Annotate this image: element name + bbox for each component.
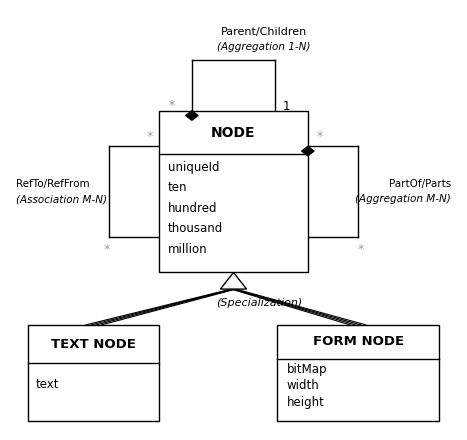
Bar <box>28 325 159 421</box>
Text: *: * <box>104 242 110 256</box>
Text: thousand: thousand <box>168 222 223 235</box>
Text: text: text <box>36 378 59 391</box>
Text: NODE: NODE <box>211 125 256 139</box>
Text: *: * <box>147 130 153 143</box>
Text: height: height <box>287 396 325 409</box>
Text: *: * <box>169 99 175 112</box>
Polygon shape <box>185 111 198 120</box>
Text: (Specialization): (Specialization) <box>217 297 303 308</box>
Text: 1: 1 <box>283 100 290 113</box>
Text: bitMap: bitMap <box>287 363 327 376</box>
Text: Parent/Children: Parent/Children <box>221 27 307 37</box>
Text: PartOf/Parts: PartOf/Parts <box>389 179 451 189</box>
Text: width: width <box>287 379 320 392</box>
Bar <box>277 325 439 421</box>
Text: TEXT NODE: TEXT NODE <box>51 337 136 351</box>
Text: RefTo/RefFrom: RefTo/RefFrom <box>16 179 89 189</box>
Polygon shape <box>220 272 247 289</box>
Text: (Aggregation 1-N): (Aggregation 1-N) <box>218 42 311 52</box>
Text: hundred: hundred <box>168 202 218 215</box>
Text: million: million <box>168 242 208 256</box>
Text: (Association M-N): (Association M-N) <box>16 194 107 205</box>
Bar <box>159 111 308 272</box>
Polygon shape <box>302 146 314 156</box>
Text: *: * <box>357 242 363 256</box>
Text: (Aggregation M-N): (Aggregation M-N) <box>355 194 451 205</box>
Text: uniqueId: uniqueId <box>168 161 219 174</box>
Text: *: * <box>317 130 323 143</box>
Text: FORM NODE: FORM NODE <box>312 335 403 348</box>
Text: ten: ten <box>168 181 188 194</box>
